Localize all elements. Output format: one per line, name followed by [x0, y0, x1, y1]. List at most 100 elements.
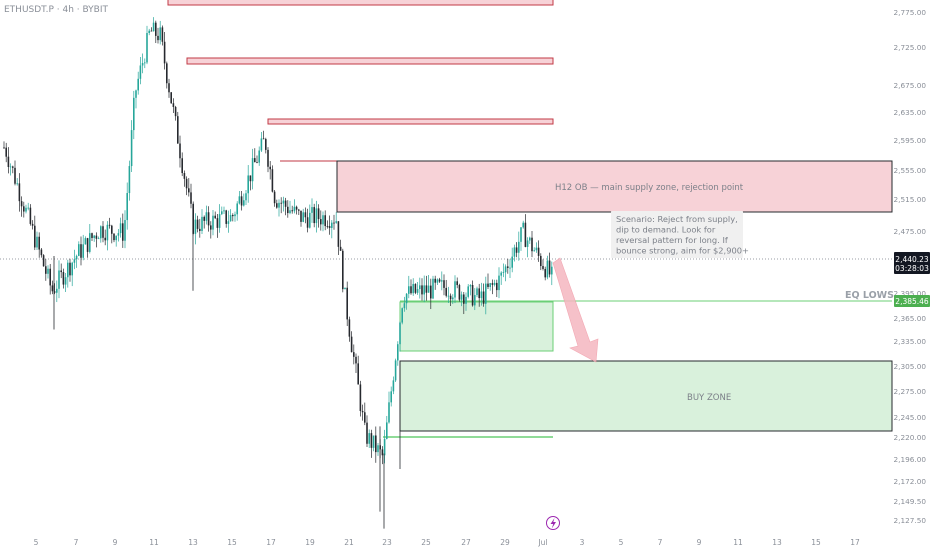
eq-lows-label: EQ LOWS — [845, 290, 894, 301]
candle-body — [135, 90, 137, 98]
candle-body — [386, 422, 388, 439]
candle-body — [53, 291, 56, 293]
candle-body — [214, 215, 216, 219]
candle-body — [161, 27, 164, 42]
candle-body — [491, 283, 494, 285]
candle-body — [221, 211, 223, 215]
candle-body — [205, 212, 208, 221]
candle-body — [348, 319, 351, 337]
candle-body — [280, 202, 282, 204]
candle-body — [357, 363, 359, 385]
candle-body — [546, 260, 549, 278]
candle-body — [309, 212, 311, 228]
zones-layer — [0, 0, 893, 438]
candle-body — [328, 226, 331, 228]
candle-body — [262, 138, 265, 140]
candle-body — [302, 212, 304, 222]
candle-body — [375, 435, 377, 453]
time-tick-label: 11 — [149, 538, 159, 547]
supply-zone-2 — [186, 57, 554, 65]
candle-body — [128, 166, 131, 194]
candle-body — [509, 267, 511, 269]
candle-body — [359, 384, 362, 411]
candle-body — [293, 206, 296, 212]
candle-body — [478, 288, 480, 299]
candle-body — [102, 226, 104, 238]
candle-body — [27, 207, 29, 209]
candle-body — [12, 166, 14, 168]
candle-body — [388, 402, 390, 423]
candle-body — [38, 236, 40, 250]
candle-body — [104, 237, 106, 241]
projection-arrow — [552, 257, 599, 363]
candle-body — [146, 33, 148, 63]
time-tick-label: 5 — [619, 538, 624, 547]
candle-body — [315, 208, 318, 224]
candle-body — [93, 235, 95, 238]
candle-body — [100, 226, 102, 239]
candle-body — [342, 250, 344, 290]
candle-body — [300, 210, 302, 222]
scenario-note: Scenario: Reject from supply, dip to dema… — [611, 211, 749, 258]
candle-body — [489, 283, 491, 287]
candle-body — [177, 116, 179, 144]
candle-body — [416, 289, 419, 293]
candle-body — [124, 220, 126, 241]
candles-layer — [3, 17, 553, 529]
candle-body — [168, 83, 170, 93]
candle-body — [247, 175, 249, 194]
candle-body — [20, 201, 23, 207]
candle-body — [170, 92, 172, 104]
candle-body — [531, 237, 533, 252]
candle-body — [454, 281, 456, 298]
candle-body — [414, 283, 417, 293]
candle-body — [350, 336, 353, 353]
candle-body — [276, 203, 278, 208]
candle-body — [218, 214, 221, 228]
candle-body — [238, 196, 241, 204]
candle-body — [144, 62, 146, 64]
eq-price-tag: 2,385.46 — [894, 295, 930, 307]
candle-body — [216, 218, 219, 228]
candle-body — [137, 78, 139, 91]
candle-body — [544, 268, 546, 278]
candle-body — [60, 270, 62, 273]
candle-body — [346, 287, 348, 320]
candle-body — [163, 41, 166, 64]
candle-body — [399, 322, 401, 345]
candle-body — [496, 282, 498, 291]
candle-body — [133, 97, 135, 131]
supply-zone-top — [167, 0, 554, 6]
candle-body — [430, 285, 432, 299]
candle-body — [432, 278, 434, 299]
time-tick-label: 25 — [421, 538, 431, 547]
candle-body — [122, 223, 124, 241]
candle-body — [551, 266, 553, 275]
candle-body — [139, 65, 142, 79]
candle-body — [71, 262, 73, 276]
candle-body — [493, 282, 496, 285]
time-axis: 5 7 9 11 13 15 17 19 21 23 25 27 29 Jul 3 5 7 9 11 13 15 17 — [34, 538, 860, 547]
candle-body — [49, 268, 51, 286]
candle-body — [383, 438, 386, 456]
candle-body — [243, 200, 245, 206]
candle-body — [361, 410, 364, 413]
candle-body — [381, 449, 384, 456]
time-tick-label: 9 — [113, 538, 118, 547]
supply-zone-label: H12 OB — main supply zone, rejection poi… — [555, 183, 744, 193]
candle-body — [282, 200, 285, 204]
price-tick-label: 2,725.00 — [894, 43, 927, 52]
candle-body — [311, 207, 313, 213]
candle-body — [113, 233, 115, 241]
candle-body — [212, 215, 214, 230]
demand-zone — [399, 301, 554, 352]
candle-body — [513, 247, 516, 257]
lightning-icon[interactable] — [546, 516, 560, 530]
candle-body — [408, 286, 410, 294]
candle-body — [232, 214, 234, 217]
candle-body — [353, 352, 355, 357]
candle-body — [423, 285, 425, 295]
price-tick-label: 2,127.50 — [894, 516, 927, 525]
candle-body — [291, 210, 293, 212]
